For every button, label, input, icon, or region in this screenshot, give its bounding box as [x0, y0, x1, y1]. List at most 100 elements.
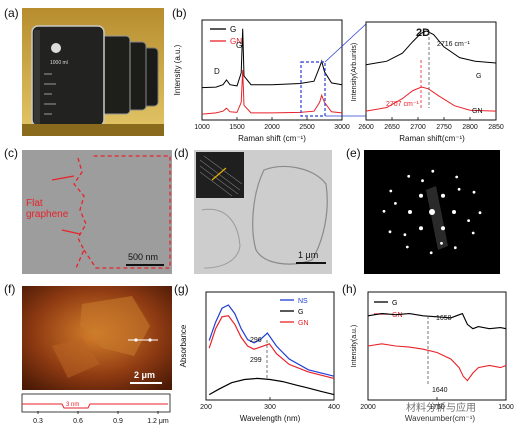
tem-flake-edge: [252, 165, 328, 265]
ftir-chart: Intensity(a.u.) 2000 1750 1500 G GN 1658 1…: [351, 291, 514, 423]
ftir-series-g: [367, 312, 507, 330]
zoom-peak-gn-label: 2707 cm⁻¹: [386, 101, 420, 108]
legend-label-gn: GN: [230, 37, 242, 46]
uv-ylabel: Absorbance: [179, 324, 188, 367]
panel-letter-e: (e): [346, 146, 361, 160]
diffraction-spot: [382, 209, 386, 213]
diffraction-spot: [421, 179, 424, 183]
raman-main-frame: [201, 19, 343, 121]
flat-graphene-label: Flat graphene: [26, 198, 69, 220]
ftir-series-gn: [367, 343, 507, 382]
diffraction-spot: [467, 219, 470, 222]
diffraction-spot: [472, 190, 476, 194]
diffraction-spot: [389, 189, 393, 193]
zoom-xticks: 2600 2650 2700 2750 2800 2850: [358, 117, 504, 131]
zoom-series-g: [365, 30, 497, 66]
zoom-x-tick-label: 2700: [410, 124, 426, 131]
zoom-xlabel: Raman shift(cm⁻¹): [399, 134, 465, 143]
zoom-x-tick-label: 2750: [436, 124, 452, 131]
uv-x-tick-label: 200: [200, 404, 212, 411]
diffraction-spot: [388, 230, 392, 234]
zoom-peak-g-label: 2716 cm⁻¹: [437, 41, 471, 48]
uv-xlabel: Wavelength (nm): [240, 414, 301, 423]
panel-letter-d: (d): [174, 146, 189, 160]
beaker-logo-icon: [51, 43, 61, 53]
diffraction-spot: [405, 245, 409, 249]
afm-x-tick-label: 1.2 μm: [147, 418, 169, 425]
ftir-xlabel: Wavenumber(cm⁻¹): [405, 414, 475, 423]
scale-bar-f-label: 2 μm: [134, 370, 156, 380]
scale-bar-f: [130, 382, 162, 384]
ftir-peak-g-label: 1658: [436, 315, 452, 322]
raman-series-g: [201, 28, 343, 89]
diffraction-spot: [441, 226, 445, 231]
panel-letter-c: (c): [4, 146, 18, 160]
diffraction-spot: [457, 187, 461, 191]
diffraction-spot: [431, 169, 435, 173]
uv-series-g: [208, 377, 335, 396]
scale-bar-d: [296, 262, 326, 264]
legend-label-ns: NS: [298, 298, 308, 305]
raman-xlabel: Raman shift (cm⁻¹): [238, 134, 306, 143]
diffraction-spot: [452, 210, 456, 214]
ftir-frame: [367, 291, 507, 401]
panel-letter-f: (f): [4, 282, 16, 296]
uv-x-tick-label: 300: [264, 404, 276, 411]
legend-label-g2: G: [298, 309, 303, 316]
uv-vis-chart: Absorbance Wavelength (nm) 200 300 400 NS …: [179, 291, 340, 423]
zoom-label-gn: GN: [472, 108, 483, 115]
diffraction-spot: [419, 193, 423, 198]
legend-label-g: G: [230, 25, 236, 34]
afm-x-tick-label: 0.6: [73, 418, 83, 425]
beaker-volume-label: 1000 ml: [50, 60, 68, 66]
scale-bar-c-label: 500 nm: [128, 252, 159, 262]
zoom-x-tick-label: 2850: [488, 124, 504, 131]
raman-x-tick-label: 1000: [194, 124, 210, 131]
scale-bar-c: [126, 264, 164, 266]
ftir-x-tick-label: 1500: [498, 404, 514, 411]
diffraction-spot: [408, 210, 412, 214]
zoom-connector-top: [324, 23, 367, 63]
raman-xticks: 1000 1500 2000 2500 3000: [194, 117, 350, 131]
panel-a: 1000 ml: [22, 8, 164, 136]
beam-stop: [426, 186, 448, 250]
zoom-x-tick-label: 2600: [358, 124, 374, 131]
peak-label-d: D: [214, 67, 220, 76]
panel-letter-a: (a): [4, 6, 19, 20]
diffraction-spot: [403, 233, 407, 237]
flat-graphene-boundary: [73, 157, 87, 269]
diffraction-spot: [471, 231, 475, 235]
uv-frame: [205, 291, 335, 401]
panel-letter-h: (h): [342, 282, 357, 296]
raman-zoom-frame: [365, 21, 497, 121]
annotation-arrow: [51, 175, 75, 181]
zoom-box: [300, 61, 326, 117]
panel-letter-g: (g): [174, 282, 189, 296]
diffraction-spot: [453, 246, 457, 250]
ftir-peak-gn-label: 1640: [432, 387, 448, 394]
legend-label-g3: G: [392, 300, 397, 307]
raman-ylabel: Intensity (a.u.): [173, 44, 182, 95]
raman-x-tick-label: 2500: [299, 124, 315, 131]
zoom-title: 2D: [416, 27, 430, 39]
diffraction-spot: [407, 174, 411, 178]
raman-x-tick-label: 1500: [229, 124, 245, 131]
tem-image: 1 μm: [194, 150, 332, 274]
raman-chart: Intensity (a.u.) Raman shift (cm⁻¹) 1000…: [173, 19, 504, 143]
diffraction-spot: [419, 226, 423, 231]
uv-x-tick-label: 400: [328, 404, 340, 411]
diffraction-spot: [478, 211, 482, 215]
sem-image: Flat graphene 500 nm: [22, 150, 172, 274]
beakers-photo: 1000 ml: [22, 8, 164, 136]
uv-peak-ns-label: 296: [250, 337, 262, 344]
uv-series-gn: [208, 315, 335, 379]
beaker-front: [31, 25, 105, 127]
saed-pattern: [364, 150, 500, 274]
diffraction-spot: [455, 175, 459, 179]
afm-image: 2 μm: [22, 286, 172, 390]
zoom-series-gn: [365, 86, 497, 112]
raman-series-gn: [201, 69, 343, 115]
raman-x-tick-label: 2000: [264, 124, 280, 131]
raman-x-tick-label: 3000: [334, 124, 350, 131]
diffraction-spot: [441, 193, 445, 198]
